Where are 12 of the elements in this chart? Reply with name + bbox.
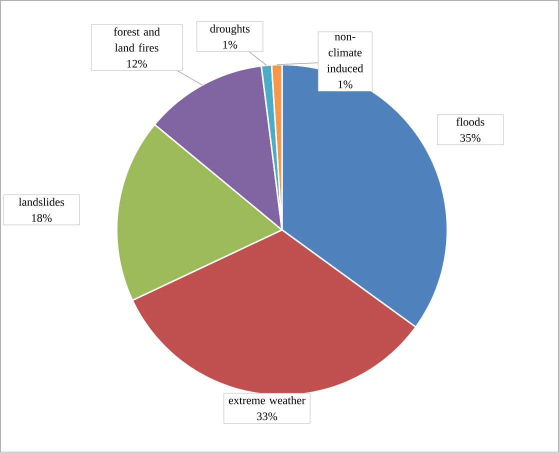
slice-label: landslides <box>18 198 64 206</box>
data-label: 1% <box>338 80 352 88</box>
data-label: 12% <box>127 60 147 68</box>
data-label: 35% <box>460 134 480 142</box>
slice-label: non-climate induced <box>327 34 364 72</box>
slice-label: floods <box>456 118 484 126</box>
data-label: 1% <box>223 40 238 49</box>
slice-label: droughts <box>210 24 250 36</box>
slice-label: extreme weather <box>228 396 306 404</box>
data-label: 18% <box>32 214 52 222</box>
data-label: 33% <box>257 412 278 420</box>
slice-label: forest and land fires <box>114 28 160 52</box>
